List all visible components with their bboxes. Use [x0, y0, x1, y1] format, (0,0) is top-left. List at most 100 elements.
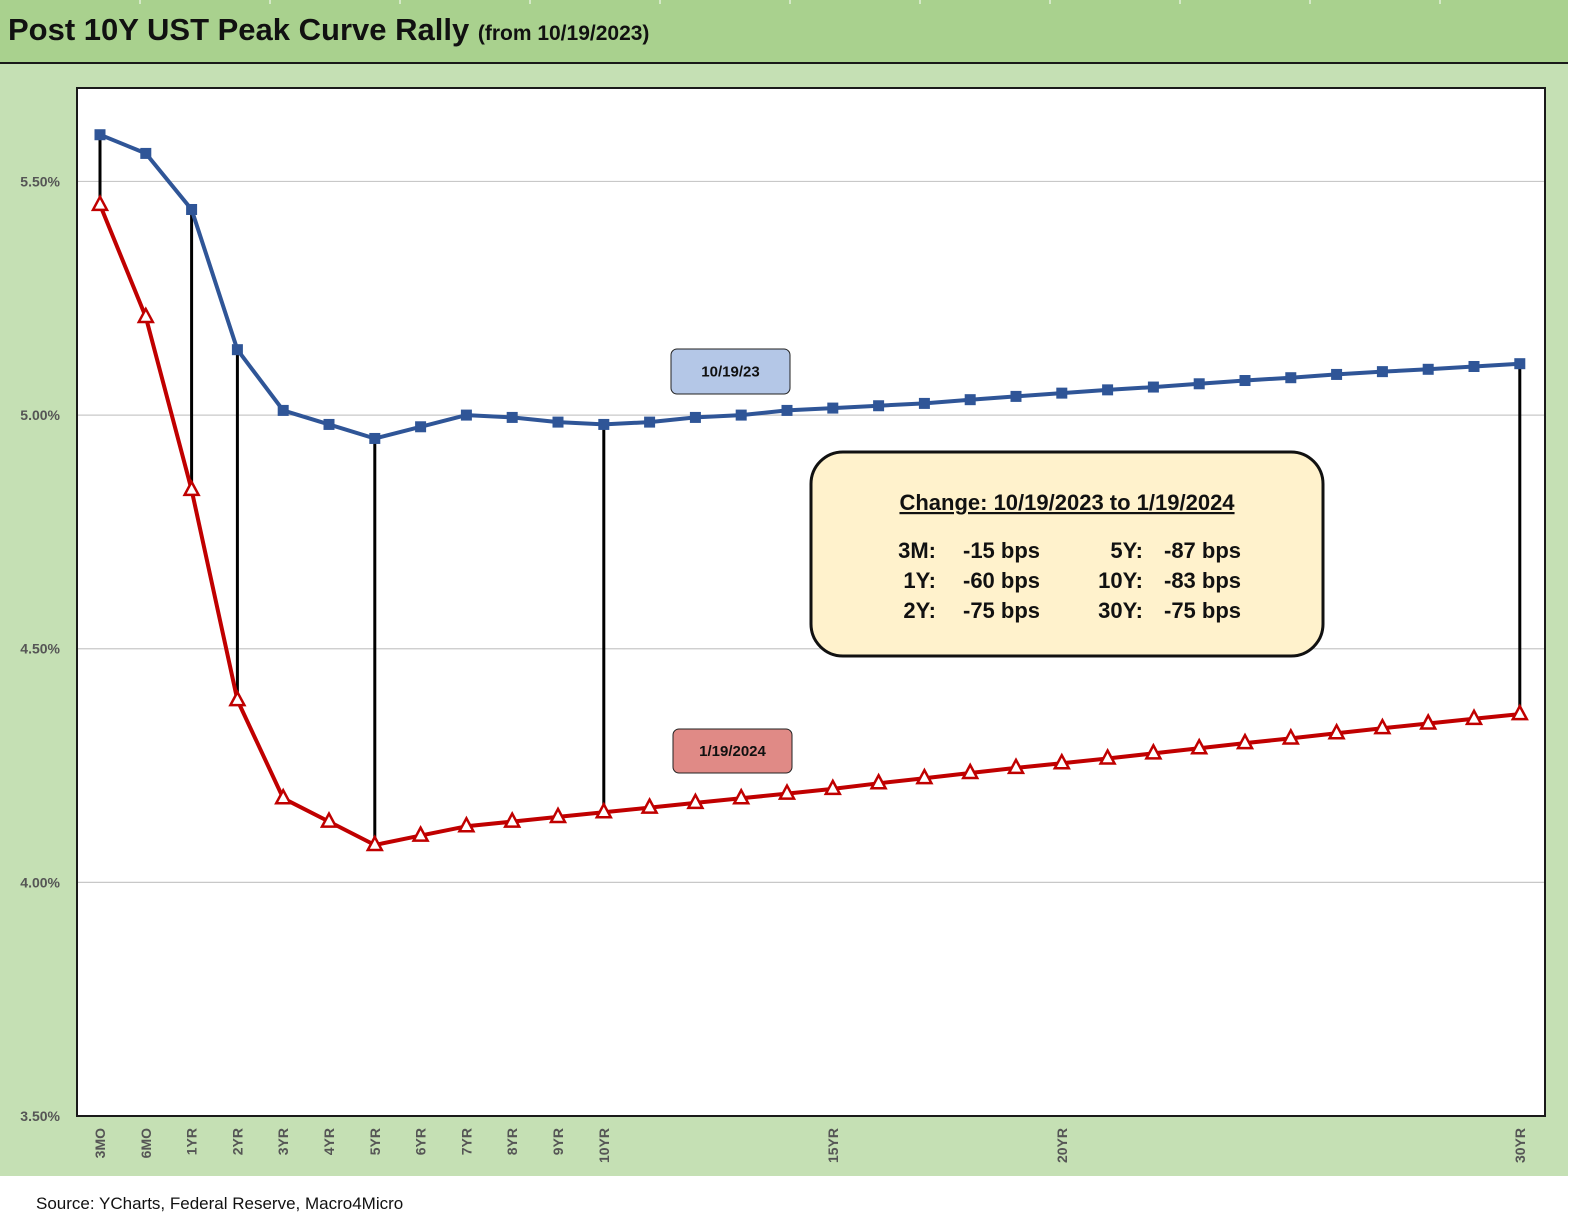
marker-10-19-23 [1056, 387, 1068, 399]
y-tick-label: 5.50% [20, 173, 60, 189]
x-tick-label: 6YR [413, 1128, 429, 1155]
yield-curve-chart: 3.50% 4.00% 4.50% 5.00% 5.50% 3MO 6MO 1YR 2YR 3Y… [20, 87, 1546, 1163]
marker-1-19-2024 [1419, 712, 1438, 730]
marker-10-19-23 [781, 404, 793, 416]
marker-10-19-23 [1331, 368, 1343, 380]
y-tick-label: 4.50% [20, 641, 60, 657]
marker-10-19-23 [735, 409, 747, 421]
change-key: 10Y: [1098, 568, 1143, 593]
x-tick-label: 9YR [550, 1128, 566, 1155]
x-tick-label: 7YR [458, 1128, 474, 1155]
change-key: 2Y: [903, 598, 936, 623]
marker-1-19-2024 [1052, 752, 1071, 770]
change-value: -60 bps [963, 568, 1040, 593]
x-tick-label: 10YR [596, 1128, 612, 1163]
marker-10-19-23 [1285, 372, 1297, 384]
marker-10-19-23 [827, 402, 839, 414]
change-value: -75 bps [1164, 598, 1241, 623]
x-tick-label: 1YR [184, 1128, 200, 1155]
y-tick-label: 3.50% [20, 1108, 60, 1124]
change-key: 30Y: [1098, 598, 1143, 623]
x-tick-label: 8YR [504, 1128, 520, 1155]
marker-1-19-2024 [1235, 732, 1255, 750]
x-tick-label: 6MO [138, 1128, 154, 1158]
marker-10-19-23 [460, 409, 472, 421]
series-label-1-19-2024-box [672, 728, 793, 774]
marker-1-19-2024 [1281, 727, 1300, 745]
marker-1-19-2024 [640, 796, 659, 814]
marker-1-19-2024 [915, 767, 934, 785]
y-tick-label: 4.00% [20, 874, 60, 890]
marker-1-19-2024 [1510, 703, 1529, 721]
marker-1-19-2024 [594, 801, 613, 819]
x-axis-tick-labels: 3MO 6MO 1YR 2YR 3YR 4YR 5YR 6YR 7YR 8YR 9YR 10YR 15Y… [92, 1128, 1528, 1163]
change-value: -15 bps [963, 538, 1040, 563]
marker-10-19-23 [506, 411, 518, 423]
chart-subtitle: (from 10/19/2023) [477, 22, 650, 45]
marker-1-19-2024 [548, 806, 568, 824]
change-key: 1Y: [903, 568, 936, 593]
marker-10-19-23 [186, 203, 198, 215]
marker-1-19-2024 [823, 778, 842, 796]
marker-1-19-2024 [1006, 757, 1026, 775]
marker-10-19-23 [1102, 384, 1114, 396]
x-tick-label: 3MO [92, 1128, 108, 1158]
marker-10-19-23 [964, 394, 976, 406]
series-line-10-19-23 [99, 132, 1520, 441]
marker-1-19-2024 [1144, 742, 1163, 760]
marker-10-19-23 [552, 416, 564, 428]
marker-1-19-2024 [1098, 747, 1117, 765]
marker-1-19-2024 [228, 689, 247, 707]
y-tick-label: 5.00% [20, 407, 60, 423]
marker-1-19-2024 [961, 762, 980, 780]
gridlines [78, 180, 1544, 883]
marker-10-19-23 [1239, 375, 1251, 387]
marker-10-19-23 [369, 432, 381, 444]
marker-10-19-23 [873, 400, 885, 412]
marker-1-19-2024 [136, 306, 155, 324]
marker-10-19-23 [1147, 381, 1159, 393]
change-summary-box: Change: 10/19/2023 to 1/19/2024 3M: -15 bp… [809, 450, 1325, 658]
change-value: -83 bps [1164, 568, 1241, 593]
series-labels: 10/19/23 1/19/2024 [670, 348, 793, 774]
marker-10-19-23 [644, 416, 656, 428]
marker-1-19-2024 [1464, 708, 1484, 726]
marker-10-19-23 [918, 397, 930, 409]
marker-10-19-23 [415, 421, 427, 433]
marker-1-19-2024 [274, 787, 293, 805]
y-axis-tick-labels: 3.50% 4.00% 4.50% 5.00% 5.50% [20, 173, 60, 1124]
marker-1-19-2024 [365, 834, 384, 852]
marker-10-19-23 [94, 129, 106, 141]
marker-1-19-2024 [869, 772, 888, 790]
marker-10-19-23 [1010, 390, 1022, 402]
marker-1-19-2024 [1373, 717, 1392, 735]
x-tick-label: 2YR [229, 1128, 245, 1155]
marker-10-19-23 [277, 404, 289, 416]
change-value: -75 bps [963, 598, 1040, 623]
marker-10-19-23 [231, 344, 243, 356]
series-group [90, 129, 1529, 852]
change-box-frame [809, 450, 1325, 658]
x-tick-label: 4YR [321, 1128, 337, 1155]
chart-title: Post 10Y UST Peak Curve Rally (from 10/1… [8, 12, 649, 48]
change-box-title: Change: 10/19/2023 to 1/19/2024 [899, 490, 1235, 515]
marker-1-19-2024 [686, 792, 705, 810]
x-tick-label: 30YR [1512, 1128, 1528, 1163]
footer: Source: YCharts, Federal Reserve, Macro4… [0, 1176, 1568, 1232]
marker-1-19-2024 [319, 810, 339, 828]
x-tick-label: 20YR [1054, 1128, 1070, 1163]
marker-1-19-2024 [457, 815, 476, 833]
change-key: 3M: [898, 538, 936, 563]
x-tick-label: 15YR [825, 1128, 841, 1163]
series-label-10-19-23-text: 10/19/23 [701, 364, 759, 381]
series-label-10-19-23-box [670, 348, 791, 395]
marker-1-19-2024 [1327, 722, 1346, 740]
marker-1-19-2024 [777, 782, 797, 800]
marker-10-19-23 [1468, 360, 1480, 372]
series-label-1-19-2024-text: 1/19/2024 [699, 743, 766, 760]
marker-1-19-2024 [732, 787, 751, 805]
marker-10-19-23 [140, 147, 152, 159]
marker-10-19-23 [323, 418, 335, 430]
marker-1-19-2024 [182, 479, 201, 497]
marker-10-19-23 [1514, 358, 1526, 370]
